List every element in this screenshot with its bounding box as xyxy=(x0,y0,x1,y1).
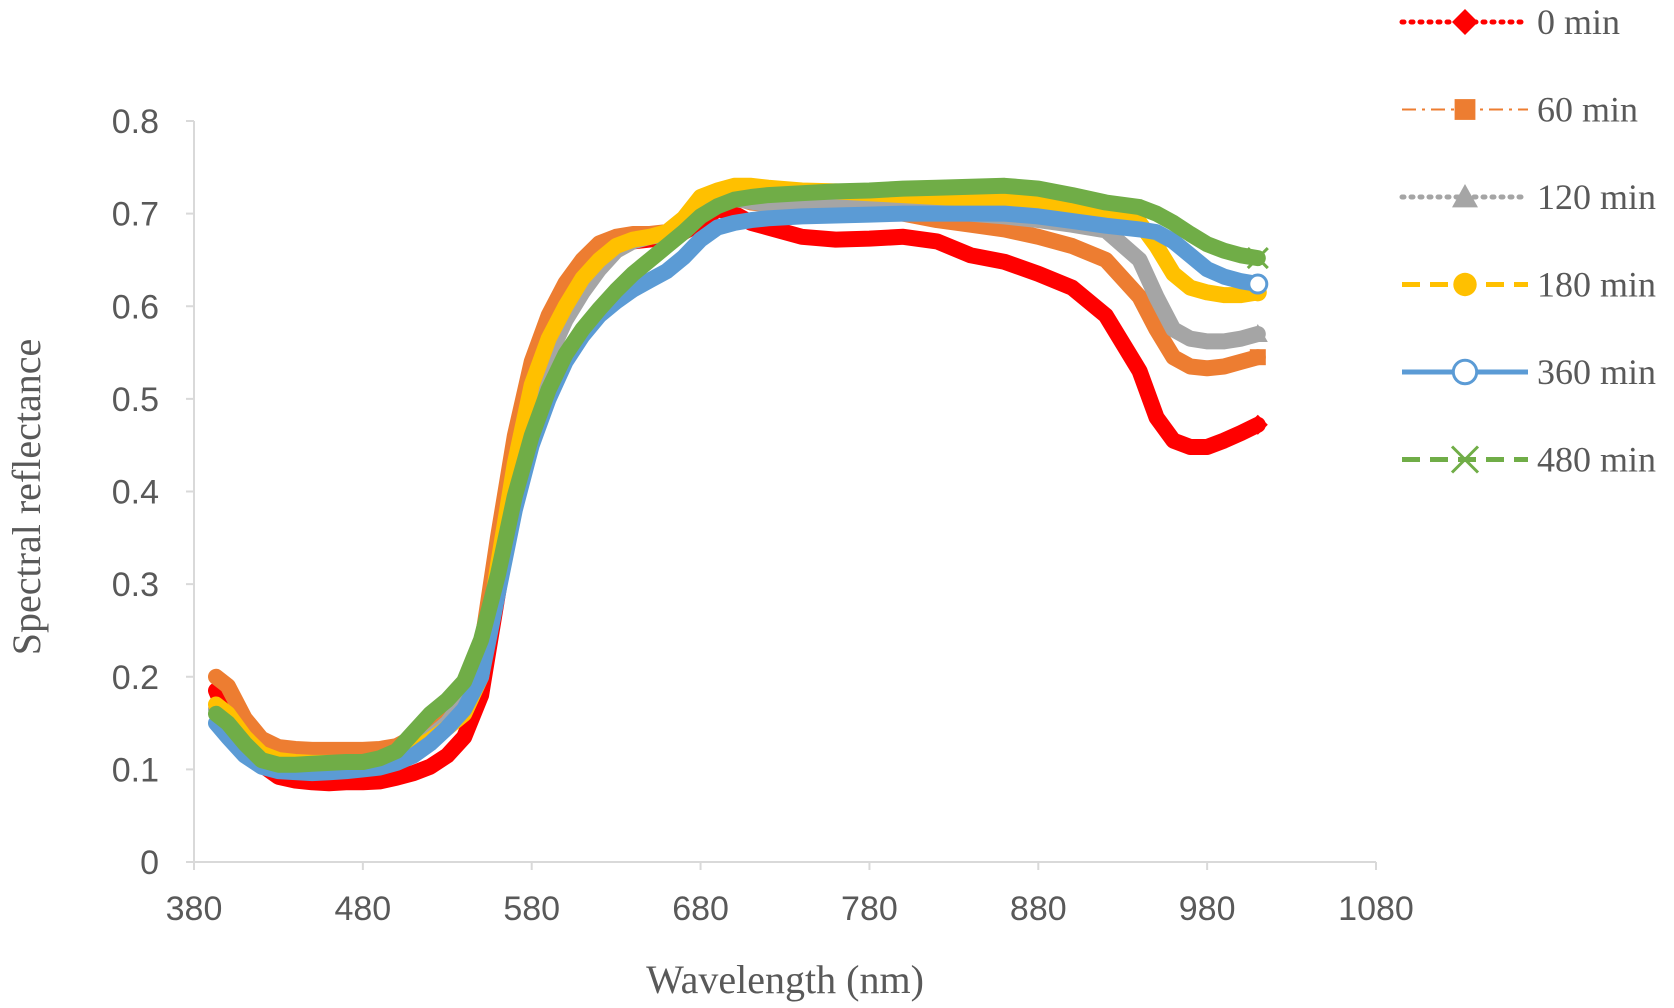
y-tick-label: 0.1 xyxy=(112,751,159,789)
y-tick-label: 0.8 xyxy=(112,103,159,141)
legend-label: 180 min xyxy=(1537,265,1656,305)
x-axis-title: Wavelength (nm) xyxy=(646,957,924,1002)
series-0-min xyxy=(208,201,1268,792)
series-end-marker xyxy=(1247,414,1268,435)
legend-label: 0 min xyxy=(1537,2,1620,42)
y-tick-label: 0 xyxy=(140,844,159,882)
legend-label: 360 min xyxy=(1537,352,1656,392)
x-tick-label: 680 xyxy=(672,890,729,928)
y-tick-label: 0.4 xyxy=(112,474,159,512)
legend-label: 480 min xyxy=(1537,440,1656,480)
y-tick-label: 0.7 xyxy=(112,196,159,234)
legend-item: 360 min xyxy=(1402,352,1656,392)
series-end-marker xyxy=(1249,349,1266,366)
series-line xyxy=(208,205,1266,782)
series-120-min xyxy=(208,190,1268,773)
series-end-marker xyxy=(1246,247,1269,270)
series xyxy=(208,177,1269,792)
x-tick-label: 480 xyxy=(334,890,391,928)
series-480-min xyxy=(208,177,1269,773)
legend-marker xyxy=(1454,99,1476,120)
legend-marker xyxy=(1453,272,1477,297)
x-tick-label: 380 xyxy=(166,890,223,928)
legend-marker xyxy=(1452,9,1478,35)
x-tick-label: 780 xyxy=(841,890,898,928)
x-tick-label: 580 xyxy=(503,890,560,928)
legend-label: 60 min xyxy=(1537,90,1638,130)
x-tick-label: 1080 xyxy=(1338,890,1414,928)
series-line xyxy=(208,177,1266,771)
legend: 0 min 60 min 120 min 180 min 360 min 480 min xyxy=(1399,2,1656,480)
series-end-marker xyxy=(1247,324,1268,343)
series-end-marker xyxy=(1247,273,1269,295)
legend-item: 0 min xyxy=(1399,2,1620,42)
series-60-min xyxy=(208,187,1266,758)
legend-item: 120 min xyxy=(1399,177,1656,217)
y-tick-label: 0.2 xyxy=(112,659,159,697)
legend-marker xyxy=(1451,358,1479,386)
series-line xyxy=(208,201,1266,792)
legend-marker xyxy=(1452,184,1478,208)
series-360-min xyxy=(208,205,1269,782)
x-tick-label: 980 xyxy=(1179,890,1236,928)
x-tick-label: 880 xyxy=(1010,890,1067,928)
y-tick-label: 0.3 xyxy=(112,566,159,604)
legend-marker xyxy=(1450,445,1480,474)
series-line xyxy=(208,187,1266,758)
series-line xyxy=(208,190,1266,773)
series-line xyxy=(208,177,1266,773)
legend-item: 180 min xyxy=(1402,265,1656,305)
legend-item: 480 min xyxy=(1402,440,1656,480)
ticks: 380 480 580 680 780 880 980 1080 0 0.1 0.2 0.3 0.4 0.… xyxy=(112,103,1414,928)
legend-item: 60 min xyxy=(1402,90,1638,130)
y-tick-label: 0.6 xyxy=(112,288,159,326)
y-axis-title: Spectral reflectance xyxy=(4,339,49,655)
legend-label: 120 min xyxy=(1537,177,1656,217)
y-tick-label: 0.5 xyxy=(112,381,159,419)
